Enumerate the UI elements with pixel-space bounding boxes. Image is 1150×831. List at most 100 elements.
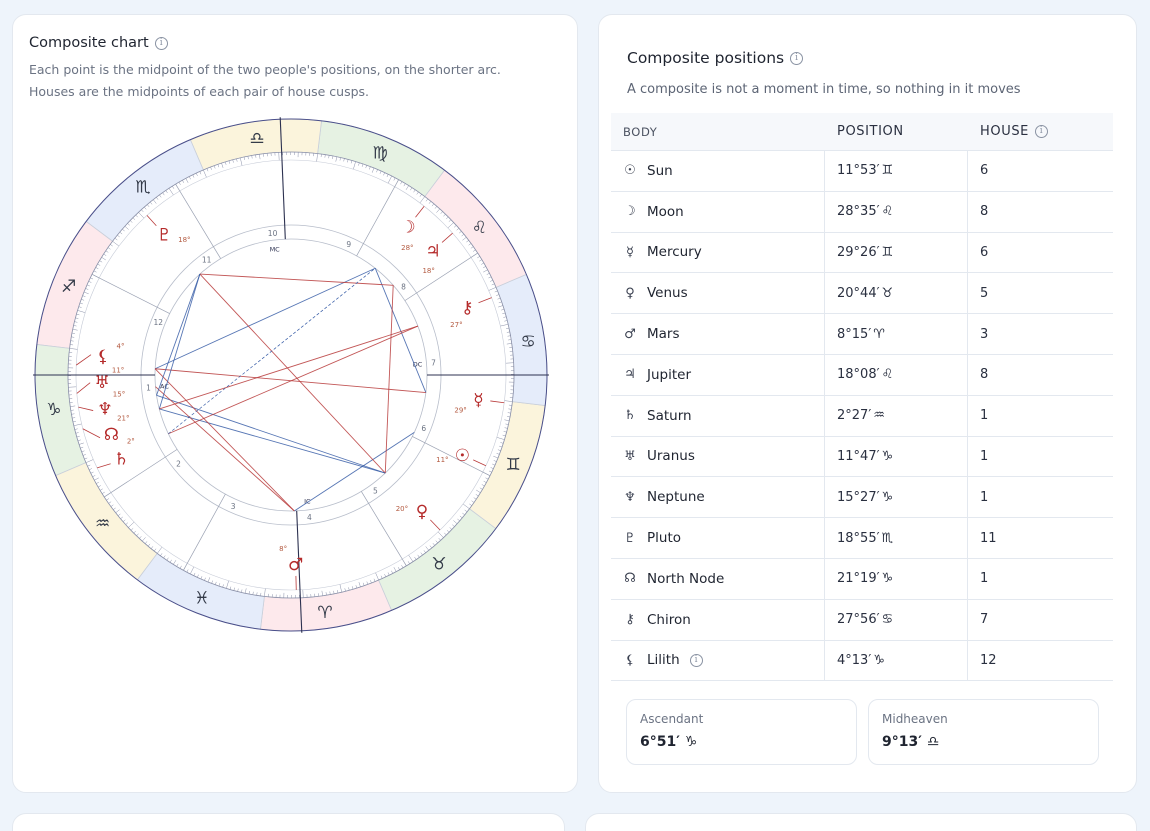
degree-tick <box>159 194 162 198</box>
house-cell: 12 <box>980 652 997 668</box>
degree-tick <box>466 240 469 243</box>
planet-glyph-icon: ♇ <box>624 530 636 546</box>
degree-tick <box>350 160 353 164</box>
degree-tick <box>244 588 247 594</box>
degree-tick <box>499 445 503 448</box>
degree-tick <box>339 584 342 593</box>
degree-tick <box>332 155 334 159</box>
degree-tick <box>462 503 470 509</box>
degree-tick <box>507 416 511 418</box>
degree-tick <box>73 325 77 327</box>
degree-tick <box>391 570 393 574</box>
house-cusp-line <box>104 449 178 498</box>
aspect-line <box>154 267 376 370</box>
position-cell: 27°56′ ♋ <box>825 599 968 640</box>
degree-tick <box>74 321 78 323</box>
degree-tick <box>124 226 129 230</box>
saturn-icon: ♄ <box>114 449 129 469</box>
degree-tick <box>79 442 84 445</box>
zodiac-sign-icon: ♌ <box>472 218 487 238</box>
body-cell: ♂ Mars <box>611 314 825 354</box>
zodiac-sign-icon: ♈ <box>873 326 885 342</box>
degree-tick <box>468 243 472 246</box>
body-name: Mercury <box>647 244 702 261</box>
degree-tick <box>114 237 118 241</box>
body-cell: ♇ Pluto <box>611 518 825 558</box>
positions-subtitle: A composite is not a moment in time, so … <box>627 82 1021 97</box>
degree-tick <box>211 580 213 584</box>
zodiac-sign-icon: ♒ <box>873 408 885 424</box>
degree-tick <box>72 421 76 423</box>
degree-tick <box>464 509 468 513</box>
degree-tick <box>384 574 386 577</box>
zodiac-sign-icon: ♏ <box>135 178 150 198</box>
degree-tick <box>168 188 174 196</box>
planet-glyph-icon: ☿ <box>626 244 634 260</box>
degree-tick <box>229 586 232 590</box>
degree-tick <box>353 161 356 170</box>
degree-tick <box>85 459 94 463</box>
info-icon[interactable]: i <box>790 51 804 65</box>
degree-tick <box>153 199 157 204</box>
zodiac-sign-icon: ♌ <box>881 204 894 220</box>
degree-tick <box>403 183 406 187</box>
degree-tick <box>204 577 206 581</box>
degree-tick <box>83 291 89 295</box>
body-cell: ♀ Venus <box>611 273 825 314</box>
degree-tick <box>408 554 414 562</box>
planet-degree-label: 11° <box>112 367 124 375</box>
degree-tick <box>419 196 425 204</box>
planet-glyph-icon: ♂ <box>624 326 636 342</box>
position-degree: 18°55′ <box>837 530 880 546</box>
degree-tick <box>213 165 216 169</box>
degree-tick <box>139 536 142 539</box>
info-icon[interactable]: i <box>689 653 703 667</box>
degree-tick <box>358 582 361 587</box>
degree-tick <box>110 244 113 247</box>
degree-tick <box>405 185 409 190</box>
degree-tick <box>444 532 447 536</box>
planet-degree-label: 15° <box>113 391 125 399</box>
degree-tick <box>380 575 383 579</box>
lilith-icon: ⚸ <box>97 347 109 367</box>
degree-tick <box>98 485 101 488</box>
position-cell: 4°13′ ♑ <box>825 640 968 681</box>
degree-tick <box>506 343 512 345</box>
zodiac-sign-icon: ♑ <box>46 400 61 420</box>
degree-tick <box>440 211 443 214</box>
degree-tick <box>119 231 123 235</box>
degree-tick <box>473 497 477 500</box>
degree-tick <box>434 206 438 209</box>
house-number: 4 <box>307 513 312 522</box>
info-icon[interactable]: i <box>1035 125 1048 138</box>
midheaven-value: 9°13′ ♎ <box>882 734 940 750</box>
degree-tick <box>80 446 84 449</box>
body-name: Pluto <box>647 530 682 547</box>
degree-tick <box>497 297 501 300</box>
position-degree: 21°19′ <box>837 571 880 587</box>
table-row: ♂ Mars 8°15′ ♈ 3 <box>611 314 1113 355</box>
degree-tick <box>125 522 129 525</box>
degree-tick <box>70 405 76 407</box>
degree-tick <box>393 177 396 181</box>
descendant-label: DC <box>413 360 423 368</box>
degree-tick <box>113 507 116 510</box>
position-cell: 18°55′ ♏ <box>825 518 968 558</box>
degree-tick <box>95 267 99 270</box>
degree-tick <box>236 158 238 162</box>
body-name: Chiron <box>647 611 691 628</box>
info-icon[interactable]: i <box>154 36 168 50</box>
degree-tick <box>448 219 452 222</box>
degree-tick <box>107 247 111 250</box>
planet-glyph-icon: ♀ <box>625 285 635 301</box>
body-cell: ☽ Moon <box>611 191 825 232</box>
degree-tick <box>400 181 403 185</box>
degree-tick <box>81 299 85 301</box>
degree-tick <box>186 569 189 573</box>
degree-tick <box>207 577 211 583</box>
planet-pointer-line <box>82 428 101 439</box>
degree-tick <box>500 442 504 444</box>
degree-tick <box>173 560 177 565</box>
degree-tick <box>160 553 163 556</box>
degree-tick <box>169 559 172 563</box>
